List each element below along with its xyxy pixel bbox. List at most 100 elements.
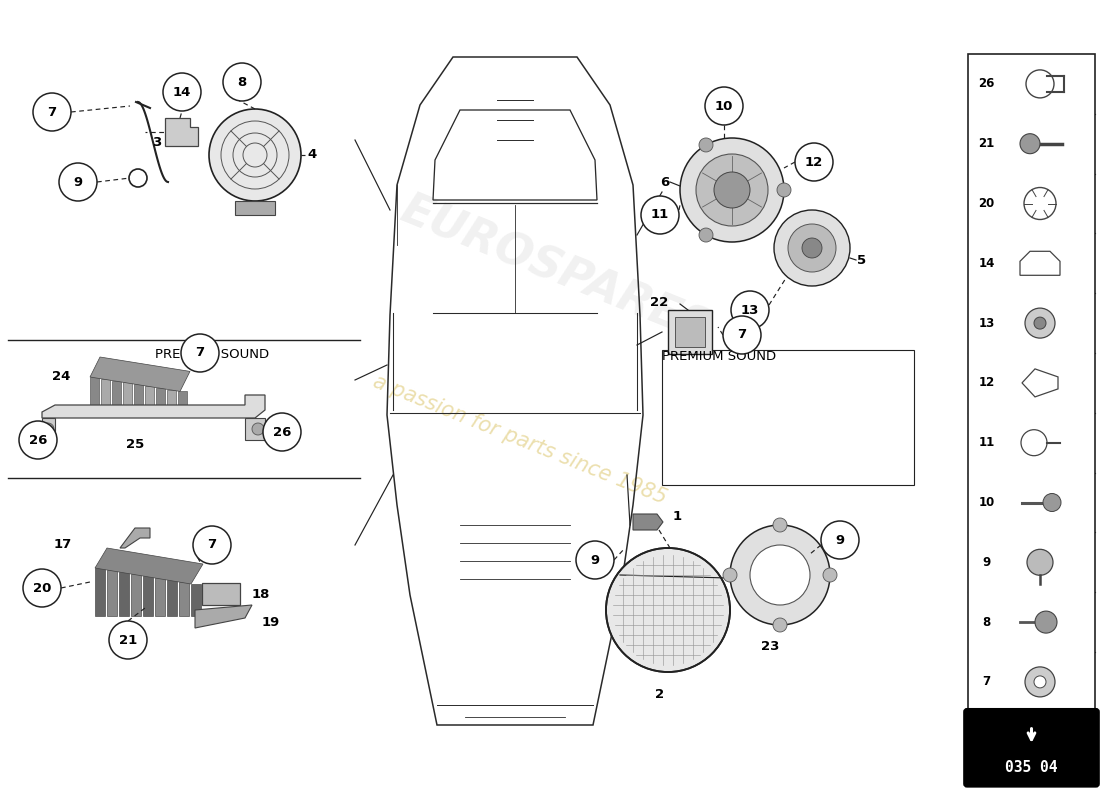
Text: 035 04: 035 04: [1005, 760, 1058, 775]
Circle shape: [641, 196, 679, 234]
Circle shape: [777, 183, 791, 197]
Circle shape: [33, 93, 72, 131]
Text: 9: 9: [591, 554, 600, 566]
Text: 19: 19: [262, 615, 280, 629]
Circle shape: [109, 621, 147, 659]
Text: 12: 12: [805, 155, 823, 169]
Polygon shape: [131, 574, 141, 616]
Circle shape: [1020, 134, 1040, 154]
Polygon shape: [123, 382, 132, 411]
Text: 9: 9: [835, 534, 845, 546]
Text: 7: 7: [982, 675, 991, 688]
Circle shape: [1027, 550, 1053, 575]
Polygon shape: [178, 391, 187, 411]
Text: PREMIUM SOUND: PREMIUM SOUND: [662, 350, 777, 363]
Text: 7: 7: [196, 346, 205, 359]
Text: 10: 10: [978, 496, 994, 509]
Text: 26: 26: [273, 426, 292, 438]
Polygon shape: [165, 118, 198, 146]
Polygon shape: [195, 605, 252, 628]
Polygon shape: [112, 381, 121, 411]
Polygon shape: [245, 418, 265, 440]
Circle shape: [1034, 317, 1046, 329]
Text: 8: 8: [238, 75, 246, 89]
Polygon shape: [90, 377, 99, 411]
Circle shape: [723, 316, 761, 354]
Polygon shape: [155, 578, 165, 616]
Circle shape: [23, 569, 61, 607]
Text: 6: 6: [660, 175, 669, 189]
Polygon shape: [191, 584, 201, 616]
Circle shape: [192, 526, 231, 564]
Text: 26: 26: [978, 78, 994, 90]
Circle shape: [606, 548, 730, 672]
Text: 20: 20: [33, 582, 52, 594]
Circle shape: [714, 172, 750, 208]
Circle shape: [732, 291, 769, 329]
Circle shape: [802, 238, 822, 258]
Circle shape: [163, 73, 201, 111]
Text: 14: 14: [978, 257, 994, 270]
Circle shape: [774, 210, 850, 286]
Circle shape: [42, 423, 54, 435]
Circle shape: [1035, 611, 1057, 633]
Circle shape: [680, 138, 784, 242]
Circle shape: [705, 87, 742, 125]
Circle shape: [209, 109, 301, 201]
Circle shape: [773, 618, 786, 632]
Text: 17: 17: [54, 538, 72, 551]
Circle shape: [19, 421, 57, 459]
Bar: [202, 583, 240, 605]
Text: 13: 13: [978, 317, 994, 330]
Polygon shape: [95, 568, 104, 616]
Circle shape: [750, 545, 810, 605]
Text: 25: 25: [125, 438, 144, 450]
Text: 21: 21: [119, 634, 138, 646]
Circle shape: [1025, 667, 1055, 697]
Polygon shape: [632, 514, 663, 530]
Polygon shape: [107, 570, 117, 616]
Text: 21: 21: [978, 138, 994, 150]
Circle shape: [59, 163, 97, 201]
Bar: [675, 317, 705, 347]
Polygon shape: [95, 548, 204, 584]
Circle shape: [252, 423, 264, 435]
Circle shape: [723, 568, 737, 582]
Text: 13: 13: [740, 303, 759, 317]
Circle shape: [1025, 308, 1055, 338]
Text: 4: 4: [307, 149, 317, 162]
Polygon shape: [167, 390, 176, 411]
Circle shape: [182, 334, 219, 372]
Circle shape: [698, 138, 713, 152]
Polygon shape: [145, 386, 154, 411]
Text: 14: 14: [173, 86, 191, 98]
Circle shape: [1034, 676, 1046, 688]
Bar: [668, 310, 712, 354]
Circle shape: [263, 413, 301, 451]
Text: 20: 20: [978, 197, 994, 210]
Text: 9: 9: [982, 556, 991, 569]
Text: 5: 5: [857, 254, 866, 266]
Text: PREMIUM SOUND: PREMIUM SOUND: [155, 348, 270, 361]
Polygon shape: [167, 580, 177, 616]
Circle shape: [696, 154, 768, 226]
Text: 1: 1: [673, 510, 682, 522]
Polygon shape: [143, 576, 153, 616]
Bar: [968, 54, 1094, 712]
Text: a passion for parts since 1985: a passion for parts since 1985: [371, 372, 670, 508]
Text: 26: 26: [29, 434, 47, 446]
Text: 3: 3: [152, 135, 162, 149]
Text: 7: 7: [737, 329, 747, 342]
Polygon shape: [42, 395, 265, 418]
Polygon shape: [120, 528, 150, 548]
Polygon shape: [90, 357, 190, 391]
Circle shape: [821, 521, 859, 559]
Text: 18: 18: [252, 587, 271, 601]
Circle shape: [576, 541, 614, 579]
Polygon shape: [179, 582, 189, 616]
Circle shape: [788, 224, 836, 272]
Polygon shape: [42, 418, 55, 440]
Text: 2: 2: [656, 689, 664, 702]
Circle shape: [773, 518, 786, 532]
Polygon shape: [119, 572, 129, 616]
